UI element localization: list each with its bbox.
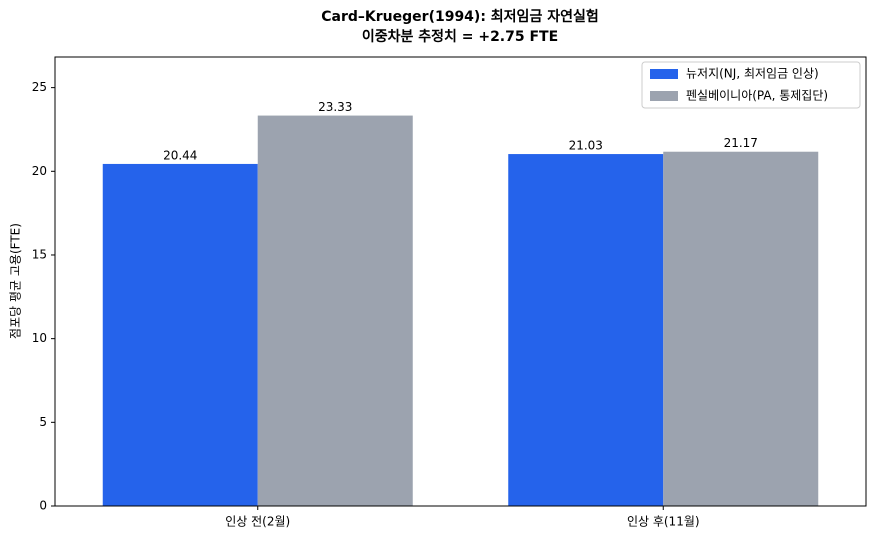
y-tick-label: 5 [39, 415, 47, 429]
x-tick-label: 인상 전(2월) [225, 515, 290, 529]
value-label: 23.33 [318, 100, 352, 114]
legend-swatch [650, 91, 678, 101]
value-label: 21.03 [569, 139, 603, 153]
legend-label: 펜실베이니아(PA, 통제집단) [686, 89, 828, 103]
y-axis-label: 점포당 평균 고용(FTE) [9, 223, 23, 339]
y-tick-label: 20 [32, 164, 47, 178]
bar [257, 115, 413, 506]
x-tick-label: 인상 후(11월) [627, 515, 700, 529]
bar [102, 163, 258, 506]
plot-frame [54, 56, 867, 507]
bar [663, 151, 819, 506]
bar [508, 154, 664, 506]
value-label: 20.44 [163, 148, 197, 162]
chart-subtitle: 이중차분 추정치 = +2.75 FTE [362, 28, 558, 45]
legend-box [641, 61, 861, 109]
y-tick-label: 25 [32, 80, 47, 94]
y-tick-label: 15 [32, 247, 47, 261]
value-label: 21.17 [724, 136, 758, 150]
y-tick-label: 0 [39, 499, 47, 513]
legend-swatch [650, 69, 678, 79]
legend-label: 뉴저지(NJ, 최저임금 인상) [686, 67, 819, 81]
y-tick-label: 10 [32, 331, 47, 345]
chart-title: Card–Krueger(1994): 최저임금 자연실험 [321, 8, 598, 25]
